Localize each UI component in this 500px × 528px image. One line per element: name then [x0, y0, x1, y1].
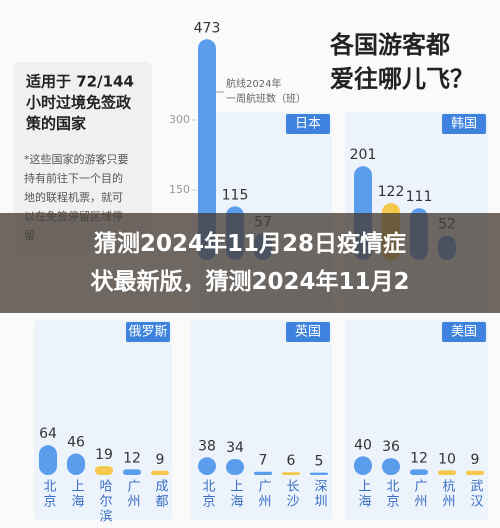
info-box	[14, 62, 152, 252]
bar	[198, 39, 216, 261]
bar	[95, 466, 113, 475]
banner-line: 猜测2024年11月28日疫情症	[93, 231, 407, 257]
info-note: *这些国家的游客只要	[24, 152, 129, 166]
value-label: 473	[194, 20, 221, 36]
value-label: 19	[95, 447, 113, 463]
info-title: 适用于 72/144	[26, 73, 134, 91]
panel-label-bg	[442, 114, 486, 134]
x-tick-label: 北京	[41, 479, 57, 509]
banner: 猜测2024年11月28日疫情症 状最新版，猜测2024年11月2	[0, 213, 500, 313]
bar	[354, 456, 372, 475]
bar	[198, 457, 216, 475]
value-label: 5	[315, 454, 324, 470]
value-label: 10	[438, 451, 456, 467]
x-tick-label: 哈尔滨	[97, 479, 113, 524]
value-label: 9	[156, 452, 165, 468]
y-tick-label: 300	[169, 113, 190, 126]
value-label: 46	[67, 435, 85, 451]
headline-line: 爱往哪儿飞？	[330, 65, 474, 93]
bar	[254, 471, 272, 475]
panel-label: 英国	[295, 325, 321, 340]
panel-label: 韩国	[451, 117, 477, 132]
bar	[151, 470, 169, 475]
value-label: 40	[354, 437, 372, 453]
x-tick-label: 广州	[256, 479, 272, 509]
info-note: 地的联程机票，就可	[24, 190, 123, 204]
headline-line: 各国游客都	[329, 31, 450, 59]
bar	[410, 469, 428, 475]
panel	[345, 320, 488, 520]
panel-label-bg	[286, 322, 330, 342]
value-label: 34	[226, 440, 244, 456]
bar	[39, 445, 57, 475]
value-label: 6	[287, 453, 296, 469]
panel-label: 俄罗斯	[128, 325, 167, 340]
value-label: 111	[406, 189, 433, 205]
x-tick-label: 广州	[125, 479, 141, 509]
x-tick-label: 成都	[153, 479, 169, 509]
value-label: 9	[471, 452, 480, 468]
value-label: 38	[198, 438, 216, 454]
x-tick-label: 上海	[69, 479, 85, 509]
value-label: 7	[259, 453, 268, 469]
x-tick-label: 上海	[356, 479, 372, 509]
x-tick-label: 深圳	[312, 479, 328, 509]
info-title: 策的国家	[25, 115, 86, 133]
bar	[310, 472, 328, 475]
value-label: 12	[410, 450, 428, 466]
bar	[438, 470, 456, 475]
x-tick-label: 武汉	[468, 479, 484, 509]
value-label: 12	[123, 450, 141, 466]
x-tick-label: 上海	[228, 479, 244, 509]
bar	[123, 469, 141, 475]
value-label: 201	[350, 147, 377, 163]
x-tick-label: 杭州	[440, 479, 456, 509]
x-tick-label: 长沙	[284, 479, 300, 509]
bar	[282, 472, 300, 475]
bar	[466, 470, 484, 475]
panel-label-bg	[442, 322, 486, 342]
panel	[190, 320, 332, 520]
panel-label: 美国	[451, 325, 477, 340]
bar	[382, 458, 400, 475]
info-note: 持有前往下一个目的	[24, 171, 123, 185]
value-label: 115	[222, 187, 249, 203]
panel-label: 日本	[295, 117, 321, 132]
banner-line: 状最新版，猜测2024年11月2	[90, 269, 410, 295]
annotation: 航线2024年	[226, 77, 281, 90]
value-label: 64	[39, 426, 57, 442]
bar	[226, 459, 244, 475]
panel-label-bg	[126, 322, 170, 342]
value-label: 36	[382, 439, 400, 455]
bar	[67, 453, 85, 475]
value-label: 122	[378, 184, 405, 200]
x-tick-label: 北京	[200, 479, 216, 509]
info-title: 小时过境免签政	[26, 94, 132, 112]
y-tick-label: 150	[169, 183, 190, 196]
x-tick-label: 北京	[384, 479, 400, 509]
x-tick-label: 广州	[412, 479, 428, 509]
panel-label-bg	[286, 114, 330, 134]
annotation: 一周航班数（班）	[226, 92, 306, 105]
